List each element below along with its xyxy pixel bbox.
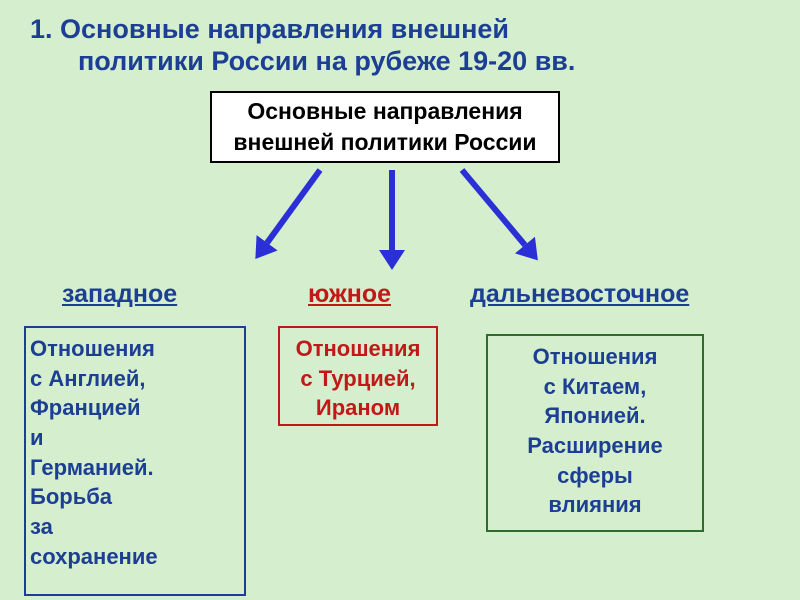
direction-label-2: дальневосточное xyxy=(470,280,689,309)
root-node-text: Основные направления внешней политики Ро… xyxy=(233,96,536,158)
detail-box-0: Отношения с Англией, Францией и Германие… xyxy=(24,326,246,596)
detail-box-1: Отношения с Турцией, Ираном xyxy=(278,326,438,426)
diagram-canvas: 1. Основные направления внешней политики… xyxy=(0,0,800,600)
slide-title-line1: 1. Основные направления внешней xyxy=(30,14,509,45)
detail-box-2: Отношения с Китаем, Японией. Расширение … xyxy=(486,334,704,532)
root-node: Основные направления внешней политики Ро… xyxy=(210,91,560,163)
direction-label-1: южное xyxy=(308,280,391,309)
direction-label-0: западное xyxy=(62,280,177,309)
slide-title-line2: политики России на рубеже 19-20 вв. xyxy=(30,46,575,77)
